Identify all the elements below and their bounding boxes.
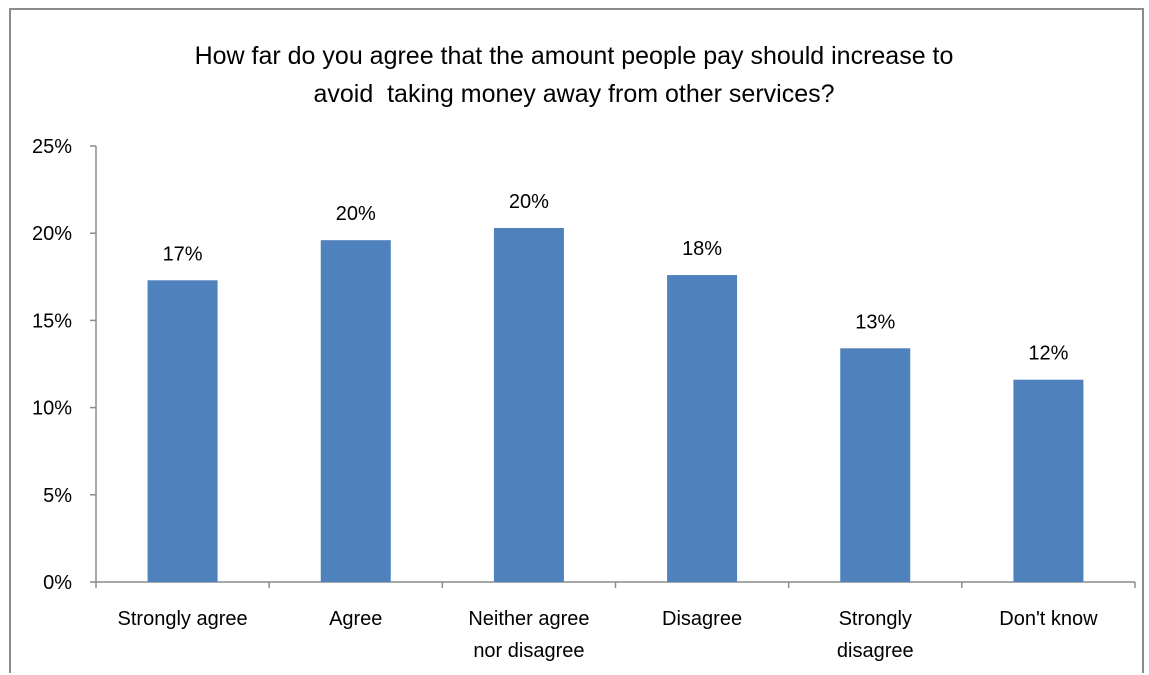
category-label: Strongly agree <box>118 608 248 630</box>
data-label: 18% <box>682 238 722 260</box>
data-label: 12% <box>1028 343 1068 365</box>
chart-title-line-1: How far do you agree that the amount peo… <box>195 42 954 70</box>
category-label: Disagree <box>662 608 742 630</box>
data-label: 20% <box>336 203 376 225</box>
category-label: nor disagree <box>473 640 584 662</box>
bar <box>493 227 564 582</box>
bar <box>320 240 391 582</box>
bar <box>840 348 911 582</box>
category-label: Don't know <box>999 608 1098 630</box>
chart-category-labels: Strongly agree Agree Neither agree nor disa… <box>118 608 1099 662</box>
y-tick-label: 0% <box>43 572 72 594</box>
category-label: Strongly <box>839 608 912 630</box>
bar <box>147 280 218 582</box>
bar <box>1013 379 1084 582</box>
y-tick-label: 20% <box>32 223 72 245</box>
bar <box>667 275 738 582</box>
category-label: Agree <box>329 608 382 630</box>
data-label: 13% <box>855 311 895 333</box>
y-tick-label: 25% <box>32 136 72 158</box>
category-label: disagree <box>837 640 914 662</box>
y-tick-label: 15% <box>32 310 72 332</box>
y-tick-label: 10% <box>32 398 72 420</box>
chart-data-labels: 17% 20% 20% 18% 13% 12% <box>163 191 1069 365</box>
data-label: 17% <box>163 243 203 265</box>
category-label: Neither agree <box>468 608 589 630</box>
data-label: 20% <box>509 191 549 213</box>
y-tick-label: 5% <box>43 485 72 507</box>
chart-title-line-2: avoid taking money away from other servi… <box>313 80 834 108</box>
chart-axes: 0% 5% 10% 15% 20% 25% <box>32 136 1136 594</box>
chart-title: How far do you agree that the amount peo… <box>195 42 954 108</box>
chart-bars <box>147 227 1084 582</box>
